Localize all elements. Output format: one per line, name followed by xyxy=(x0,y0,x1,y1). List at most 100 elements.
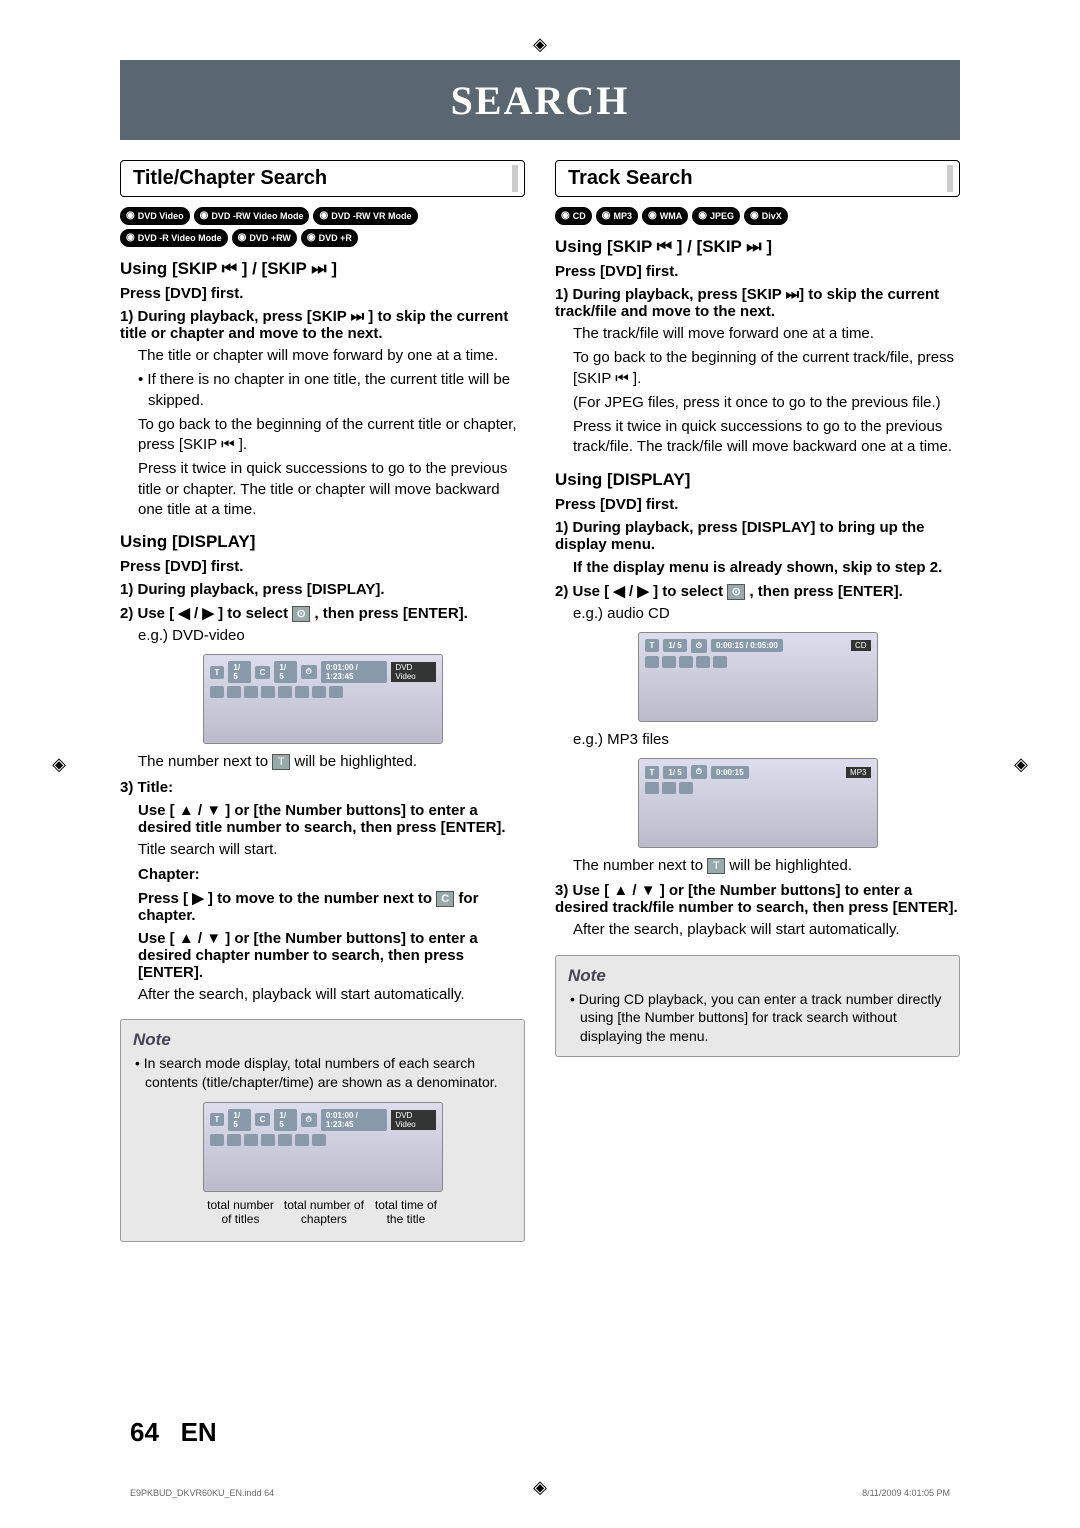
display-clock-icon: ⏱ xyxy=(691,639,707,653)
step: 1) During playback, press [SKIP ⏭] to sk… xyxy=(555,286,960,320)
step-text: , then press [ENTER]. xyxy=(314,605,467,622)
crop-mark: ◈ xyxy=(531,35,549,53)
example-label: e.g.) audio CD xyxy=(573,604,960,624)
display-title-count: 1/ 5 xyxy=(663,639,686,652)
display-mini-icon xyxy=(696,656,710,668)
display-tag: MP3 xyxy=(846,767,870,778)
text: will be highlighted. xyxy=(294,753,417,770)
body-text: Press it twice in quick successions to g… xyxy=(138,459,525,520)
body-text: The title or chapter will move forward b… xyxy=(138,346,525,366)
display-title-count: 1/ 5 xyxy=(228,661,250,683)
display-mini-icon xyxy=(261,686,275,698)
text: The number next to xyxy=(138,753,272,770)
display-time: 0:01:00 / 1:23:45 xyxy=(321,661,388,683)
disc-badges-right: CD MP3 WMA JPEG DivX xyxy=(555,207,960,225)
disc-badge: DVD -RW VR Mode xyxy=(313,207,417,225)
imprint-file: E9PKBUD_DKVR60KU_EN.indd 64 xyxy=(130,1488,274,1498)
display-mini-icon xyxy=(278,686,292,698)
body-text: After the search, playback will start au… xyxy=(138,985,525,1005)
section-title-right: Track Search xyxy=(555,160,960,197)
t-icon: T xyxy=(272,754,290,770)
display-mini-icon xyxy=(295,686,309,698)
note-text: In search mode display, total numbers of… xyxy=(145,1054,512,1092)
step-body: Press [ ▶ ] to move to the number next t… xyxy=(120,889,525,924)
page-footer: 64 EN xyxy=(130,1417,217,1448)
page-title: SEARCH xyxy=(451,77,630,124)
note-box-right: Note During CD playback, you can enter a… xyxy=(555,955,960,1058)
step-text: 2) Use [ ◀ / ▶ ] to select xyxy=(120,605,292,622)
step-body: Use [ ▲ / ▼ ] or [the Number buttons] to… xyxy=(120,802,525,836)
display-mini-icon xyxy=(312,1134,326,1146)
disc-badge: MP3 xyxy=(596,207,638,225)
display-time: 0:00:15 xyxy=(711,766,749,779)
note-text: During CD playback, you can enter a trac… xyxy=(580,990,947,1047)
display-mini-icon xyxy=(278,1134,292,1146)
note-box-left: Note In search mode display, total numbe… xyxy=(120,1019,525,1242)
body-text: The track/file will move forward one at … xyxy=(573,324,960,344)
subheading: Using [SKIP ⏮ ] / [SKIP ⏭ ] xyxy=(555,237,960,257)
step: 2) Use [ ◀ / ▶ ] to select ⊙ , then pres… xyxy=(555,582,960,600)
display-time: 0:00:15 / 0:05:00 xyxy=(711,639,783,652)
crop-mark: ◈ xyxy=(1012,755,1030,773)
display-title-count: 1/ 5 xyxy=(228,1109,250,1131)
display-c-icon: C xyxy=(255,1113,271,1126)
display-mini-icon xyxy=(662,782,676,794)
display-mini-icon xyxy=(227,686,241,698)
bullet: If there is no chapter in one title, the… xyxy=(148,370,525,411)
display-clock-icon: ⏱ xyxy=(301,1113,317,1127)
body-text: After the search, playback will start au… xyxy=(573,920,960,940)
step-text: , then press [ENTER]. xyxy=(749,583,902,600)
subheading: Using [DISPLAY] xyxy=(120,532,525,552)
t-icon: T xyxy=(707,858,725,874)
body-text: (For JPEG files, press it once to go to … xyxy=(573,393,960,413)
display-t-icon: T xyxy=(210,1113,225,1126)
body-text: The number next to T will be highlighted… xyxy=(138,752,525,772)
display-mini-icon xyxy=(312,686,326,698)
display-mini-icon xyxy=(713,656,727,668)
step-body: If the display menu is already shown, sk… xyxy=(555,559,960,576)
note-title: Note xyxy=(133,1030,512,1050)
step-text: 2) Use [ ◀ / ▶ ] to select xyxy=(555,583,727,600)
page-number: 64 xyxy=(130,1417,159,1447)
display-mock-cd: T 1/ 5 ⏱ 0:00:15 / 0:05:00 CD xyxy=(638,632,878,722)
instruction: Press [DVD] first. xyxy=(555,263,960,280)
instruction: Press [DVD] first. xyxy=(120,558,525,575)
example-label: e.g.) MP3 files xyxy=(573,730,960,750)
step: 2) Use [ ◀ / ▶ ] to select ⊙ , then pres… xyxy=(120,604,525,622)
display-mock-mp3: T 1/ 5 ⏱ 0:00:15 MP3 xyxy=(638,758,878,848)
body-text: Title search will start. xyxy=(138,840,525,860)
body-text: To go back to the beginning of the curre… xyxy=(138,415,525,456)
text: Press [ ▶ ] to move to the number next t… xyxy=(138,890,436,907)
imprint: E9PKBUD_DKVR60KU_EN.indd 64 8/11/2009 4:… xyxy=(130,1488,950,1498)
display-mini-icon xyxy=(244,1134,258,1146)
text: The number next to xyxy=(573,857,707,874)
search-icon: ⊙ xyxy=(727,584,745,600)
display-clock-icon: ⏱ xyxy=(301,665,317,679)
display-t-icon: T xyxy=(645,639,660,652)
instruction: Press [DVD] first. xyxy=(555,496,960,513)
display-mini-icon xyxy=(645,656,659,668)
body-text: Press it twice in quick successions to g… xyxy=(573,417,960,458)
display-mini-icon xyxy=(295,1134,309,1146)
display-mock-dvd: T 1/ 5 C 1/ 5 ⏱ 0:01:00 / 1:23:45 DVD Vi… xyxy=(203,654,443,744)
display-title-count: 1/ 5 xyxy=(663,766,686,779)
body-text: To go back to the beginning of the curre… xyxy=(573,348,960,389)
display-t-icon: T xyxy=(210,666,225,679)
display-mini-icon xyxy=(210,1134,224,1146)
display-c-icon: C xyxy=(255,666,271,679)
step: 3) Title: xyxy=(120,779,525,796)
header-band: SEARCH xyxy=(120,60,960,140)
display-mini-icon xyxy=(261,1134,275,1146)
section-title-left: Title/Chapter Search xyxy=(120,160,525,197)
disc-badges-left: DVD Video DVD -RW Video Mode DVD -RW VR … xyxy=(120,207,525,247)
display-mini-icon xyxy=(679,656,693,668)
page-lang: EN xyxy=(181,1417,217,1447)
annot-label: total time of the title xyxy=(369,1198,442,1227)
display-mini-icon xyxy=(679,782,693,794)
step: Chapter: xyxy=(120,866,525,883)
right-column: Track Search CD MP3 WMA JPEG DivX Using … xyxy=(555,160,960,1242)
display-chapter-count: 1/ 5 xyxy=(274,661,296,683)
display-chapter-count: 1/ 5 xyxy=(274,1109,296,1131)
body-text: The number next to T will be highlighted… xyxy=(573,856,960,876)
subheading: Using [DISPLAY] xyxy=(555,470,960,490)
